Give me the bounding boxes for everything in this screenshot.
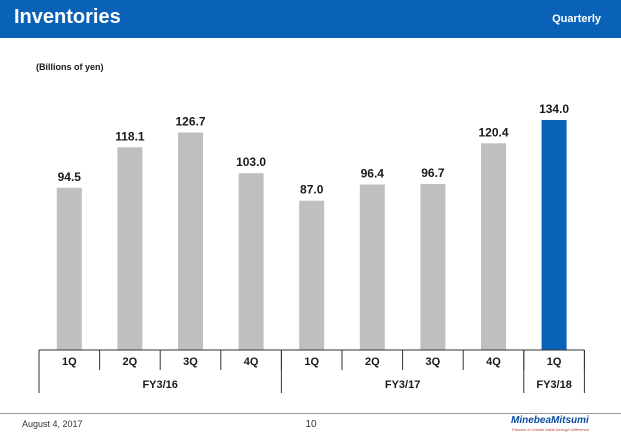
- value-label-8: 134.0: [539, 102, 569, 116]
- tick-label-2: 3Q: [183, 356, 198, 368]
- bar-7: [481, 143, 506, 350]
- unit-label: (Billions of yen): [36, 62, 104, 72]
- tick-label-3: 4Q: [244, 356, 259, 368]
- value-label-7: 120.4: [478, 125, 508, 139]
- logo-tagline: Passion to Create Value through Differen…: [512, 427, 590, 432]
- value-label-0: 94.5: [58, 170, 82, 184]
- value-label-5: 96.4: [361, 167, 385, 181]
- fiscal-group-label-0: FY3/16: [142, 379, 177, 391]
- bar-0: [56, 187, 82, 350]
- footer-date: August 4, 2017: [22, 419, 83, 429]
- tick-label-5: 2Q: [365, 356, 380, 368]
- page-number: 10: [305, 419, 317, 430]
- value-label-4: 87.0: [300, 183, 324, 197]
- period-label: Quarterly: [552, 13, 601, 25]
- header-bar: Inventories Quarterly: [0, 0, 621, 38]
- value-label-1: 118.1: [115, 129, 145, 143]
- footer-divider: [0, 413, 621, 414]
- bar-8: [541, 120, 567, 350]
- bar-1: [117, 147, 143, 350]
- tick-label-7: 4Q: [486, 356, 501, 368]
- tick-label-6: 3Q: [426, 356, 441, 368]
- bar-5: [359, 184, 385, 350]
- value-label-3: 103.0: [236, 155, 266, 169]
- bar-2: [178, 132, 203, 350]
- tick-label-8: 1Q: [547, 356, 562, 368]
- page-title: Inventories: [14, 6, 121, 28]
- bar-6: [420, 184, 446, 350]
- tick-label-4: 1Q: [304, 356, 319, 368]
- fiscal-group-label-2: FY3/18: [536, 379, 571, 391]
- value-label-2: 126.7: [175, 115, 205, 129]
- tick-label-0: 1Q: [62, 356, 77, 368]
- inventories-bar-chart: 94.5 118.1 126.7 103.0 87.0 96.4 96.7 120.4 134.…: [38, 102, 585, 393]
- logo-wordmark: MinebeaMitsumi: [511, 415, 589, 426]
- fiscal-group-label-1: FY3/17: [385, 379, 420, 391]
- company-logo: MinebeaMitsumi Passion to Create Value t…: [511, 415, 603, 435]
- bar-3: [238, 173, 264, 350]
- value-label-6: 96.7: [421, 166, 445, 180]
- bar-4: [299, 200, 325, 350]
- tick-label-1: 2Q: [123, 356, 138, 368]
